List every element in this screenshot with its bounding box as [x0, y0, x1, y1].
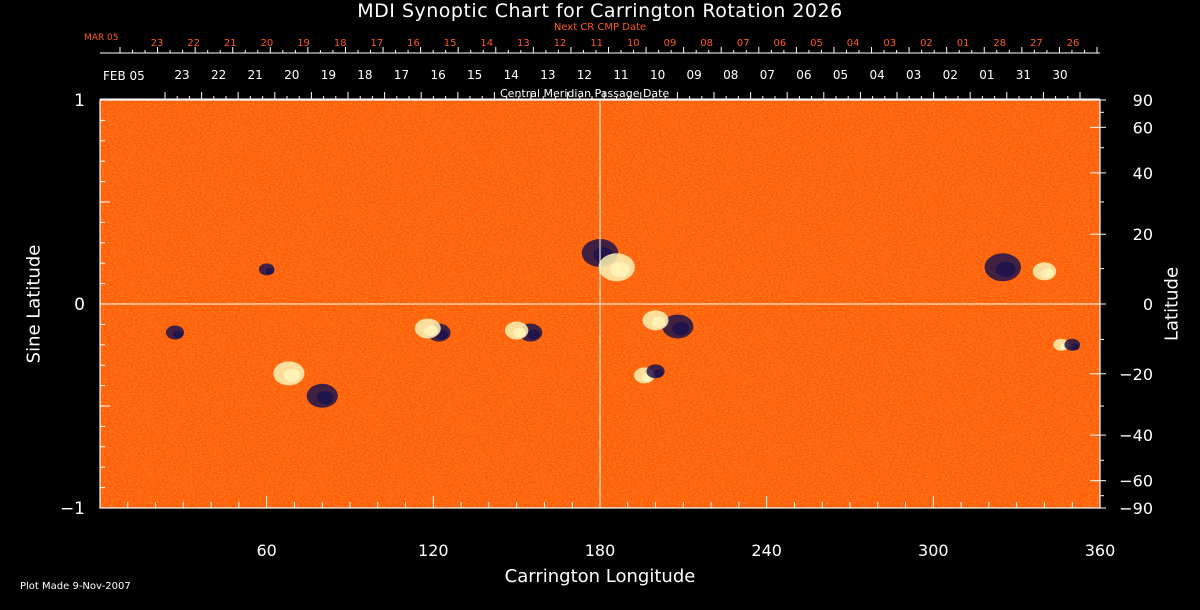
next-cr-date-label: 16	[407, 38, 420, 49]
y-axis-label-right: Latitude	[1161, 266, 1183, 342]
x-tick-label: 120	[418, 541, 449, 560]
cmp-date-label: 30	[1052, 68, 1067, 82]
plot-made-label: Plot Made 9-Nov-2007	[20, 581, 131, 592]
y-axis-label-left: Sine Latitude	[23, 244, 45, 364]
x-tick-label: 240	[751, 541, 782, 560]
cmp-date-label: 05	[833, 68, 848, 82]
active-region-core	[283, 368, 301, 382]
active-region-core	[265, 268, 274, 275]
next-cr-date-label: 06	[774, 38, 787, 49]
next-cr-label: Next CR CMP Date	[553, 22, 647, 33]
next-cr-date-label: 21	[224, 38, 237, 49]
active-region-core	[513, 327, 526, 338]
x-tick-label: 60	[256, 541, 276, 560]
cmp-date-label: 18	[357, 68, 372, 82]
y-tick-label-right: 20	[1133, 225, 1153, 244]
next-cr-date-label: 01	[957, 38, 970, 49]
next-cr-month-label: MAR 05	[84, 33, 119, 43]
next-cr-date-label: 02	[920, 38, 933, 49]
y-tick-label-right: −60	[1119, 472, 1153, 491]
cmp-date-label: 08	[723, 68, 738, 82]
cmp-date-label: 20	[284, 68, 299, 82]
chart-title: MDI Synoptic Chart for Carrington Rotati…	[357, 0, 843, 22]
y-tick-label-left: 0	[74, 295, 85, 315]
next-cr-date-label: 07	[737, 38, 750, 49]
next-cr-date-label: 27	[1030, 38, 1043, 49]
active-region-core	[653, 369, 664, 378]
x-axis-label: Carrington Longitude	[504, 566, 696, 587]
y-tick-label-right: −20	[1119, 365, 1153, 384]
cmp-date-label: 01	[979, 68, 994, 82]
next-cr-date-label: 28	[993, 38, 1006, 49]
next-cr-date-label: 17	[370, 38, 383, 49]
next-cr-date-label: 03	[883, 38, 896, 49]
next-cr-date-label: 13	[517, 38, 530, 49]
y-tick-label-right: 60	[1133, 118, 1153, 137]
cmp-date-label: 06	[796, 68, 811, 82]
cmp-date-label: 10	[650, 68, 665, 82]
cmp-date-label: 22	[211, 68, 226, 82]
cmp-date-label: 16	[430, 68, 445, 82]
next-cr-date-label: 12	[554, 38, 567, 49]
active-region-core	[609, 261, 630, 277]
active-region-core	[423, 324, 438, 336]
next-cr-date-label: 18	[334, 38, 347, 49]
y-tick-label-right: 0	[1143, 295, 1153, 314]
cmp-date-label: 14	[504, 68, 519, 82]
active-region-core	[995, 261, 1016, 277]
cmp-date-label: 04	[869, 68, 884, 82]
cmp-date-label: 19	[321, 68, 336, 82]
next-cr-date-label: 26	[1067, 38, 1080, 49]
cmp-date-label: 13	[540, 68, 555, 82]
cmp-label: Central Meridian Passage Date	[500, 87, 670, 100]
cmp-date-label: 23	[174, 68, 189, 82]
cmp-date-label: 21	[248, 68, 263, 82]
y-tick-label-right: 40	[1133, 164, 1153, 183]
active-region-core	[316, 391, 334, 405]
y-tick-label-right: 90	[1133, 91, 1153, 110]
next-cr-date-label: 23	[151, 38, 164, 49]
next-cr-date-label: 10	[627, 38, 640, 49]
cmp-date-label: 09	[687, 68, 702, 82]
next-cr-date-label: 20	[261, 38, 274, 49]
y-tick-label-right: −40	[1119, 426, 1153, 445]
next-cr-date-label: 08	[700, 38, 713, 49]
x-tick-label: 300	[918, 541, 949, 560]
cmp-date-label: 12	[577, 68, 592, 82]
cmp-date-label: 11	[613, 68, 628, 82]
active-region-core	[527, 329, 540, 340]
y-tick-label-right: −90	[1119, 499, 1153, 518]
x-tick-label: 360	[1085, 541, 1116, 560]
cmp-date-label: 17	[394, 68, 409, 82]
next-cr-date-label: 19	[297, 38, 310, 49]
next-cr-date-label: 11	[590, 38, 603, 49]
cmp-date-label: 03	[906, 68, 921, 82]
active-region-core	[173, 330, 183, 339]
next-cr-date-label: 04	[847, 38, 860, 49]
next-cr-date-label: 09	[664, 38, 677, 49]
cmp-date-label: 02	[943, 68, 958, 82]
y-tick-label-left: −1	[60, 499, 85, 519]
y-tick-label-left: 1	[74, 91, 85, 111]
cmp-month-label: FEB 05	[103, 69, 145, 83]
cmp-date-label: 31	[1016, 68, 1031, 82]
next-cr-date-label: 15	[444, 38, 457, 49]
cmp-date-label: 07	[760, 68, 775, 82]
active-region-core	[651, 316, 666, 328]
next-cr-date-label: 05	[810, 38, 823, 49]
active-region-core	[1041, 268, 1054, 279]
x-tick-label: 180	[585, 541, 616, 560]
active-region-core	[1071, 343, 1080, 351]
active-region-core	[672, 321, 690, 336]
cmp-date-label: 15	[467, 68, 482, 82]
next-cr-date-label: 14	[480, 38, 493, 49]
next-cr-date-label: 22	[187, 38, 200, 49]
